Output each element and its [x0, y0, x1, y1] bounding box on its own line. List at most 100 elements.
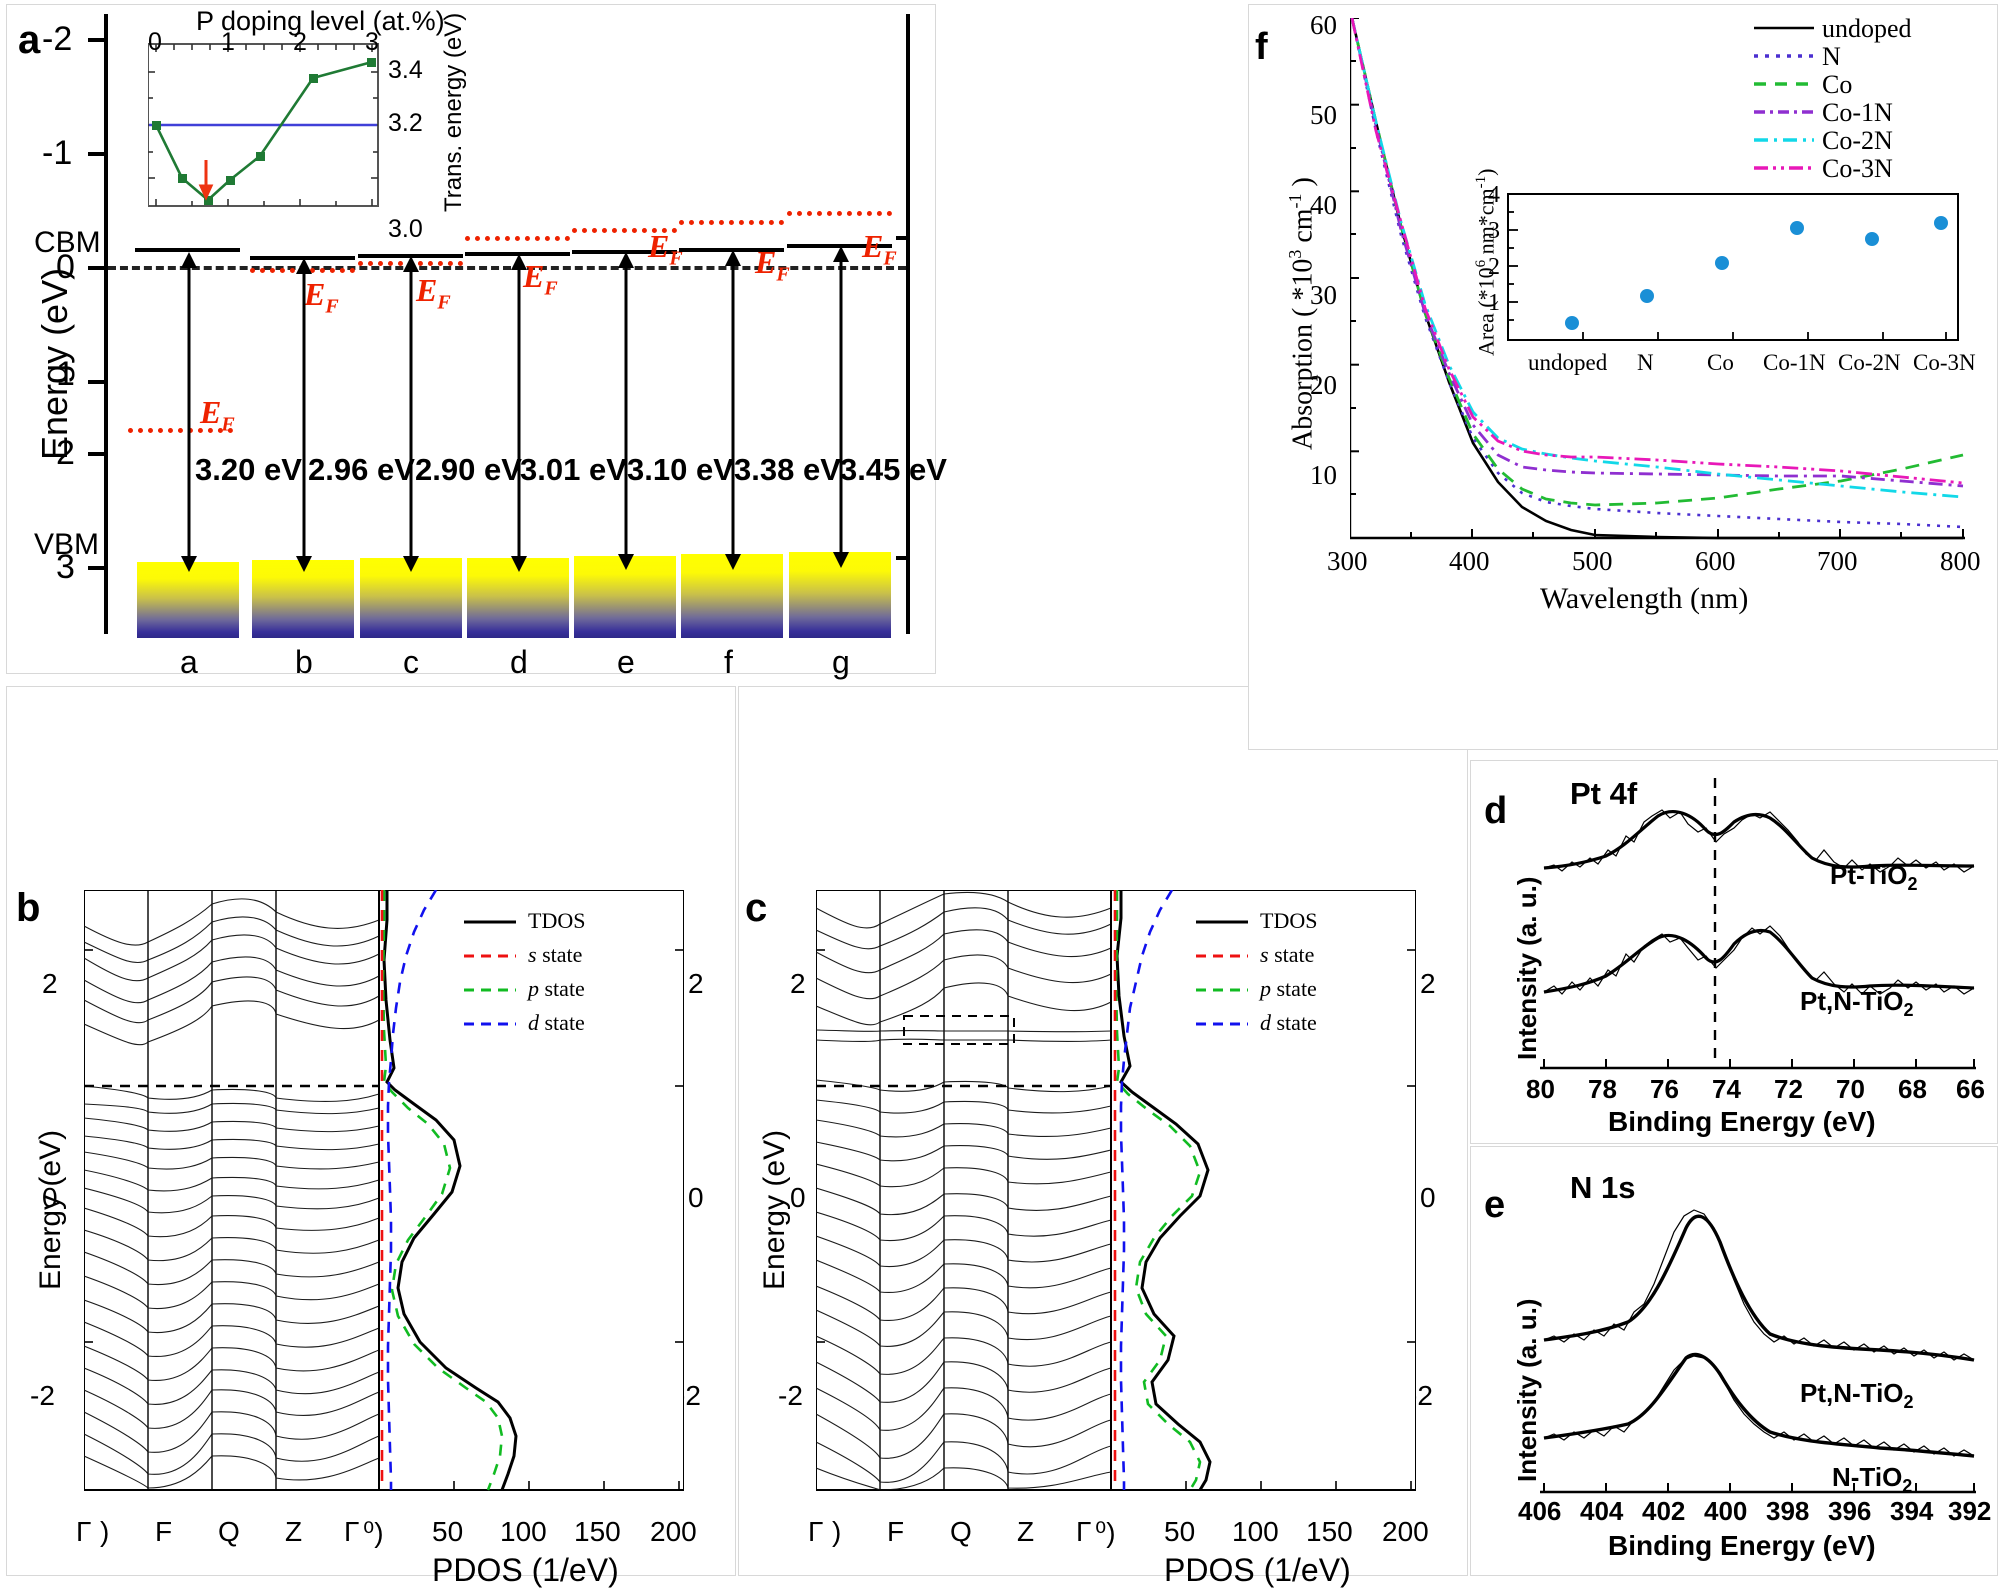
panel-a-xcat-a: a: [180, 644, 198, 680]
panel-a-ytick-label-2: 0: [56, 248, 75, 286]
panel-a-ytick-label-0: -2: [42, 20, 73, 58]
panel-a-arrow-a: [170, 252, 208, 572]
panel-a-cbm-e: [572, 250, 677, 254]
panel-e-curve-label-1-text: N-TiO: [1832, 1462, 1903, 1492]
panel-f-inset-ytick-1: 1: [1488, 290, 1500, 316]
panel-d-plot: [1540, 772, 1980, 1070]
panel-f-inset-xtick-5: Co-3N: [1913, 350, 1976, 375]
panel-a-inset-xtick-0: 0: [148, 28, 162, 56]
panel-e-curve-label-0-text: Pt,N-TiO: [1800, 1378, 1904, 1408]
panel-d-xtick-4: 72: [1774, 1074, 1803, 1104]
panel-e-letter: e: [1484, 1184, 1506, 1226]
panel-b-ytick-r0: 2: [688, 968, 704, 999]
panel-a-ef-label-e: EF: [648, 228, 683, 270]
panel-a-inset-ylabel: Trans. energy (eV): [440, 12, 467, 212]
panel-f-inset-ylabel: Area (*106 nm*cm-1): [1473, 168, 1499, 356]
panel-a-letter: a: [18, 18, 41, 62]
panel-d-curve-label-0-text: Pt-TiO: [1830, 860, 1908, 890]
panel-f-xlabel: Wavelength (nm): [1540, 582, 1749, 615]
panel-c-ytick-1: 0: [790, 1182, 806, 1213]
panel-c-klabel-3: Q: [950, 1516, 972, 1547]
panel-a-inset-ytick-0: 3.4: [388, 56, 423, 84]
panel-f-legend-label-4: Co-2N: [1822, 126, 1893, 155]
panel-e-xtick-5: 396: [1828, 1496, 1872, 1526]
panel-a-right-axis: [906, 14, 910, 634]
panel-f-legend-label-2: Co: [1822, 70, 1853, 99]
panel-b-legend-label-0: TDOS: [528, 908, 586, 933]
panel-f-legend: [1752, 18, 1832, 188]
panel-f-inset-xtick-3: Co-1N: [1763, 350, 1826, 375]
panel-a-ef-e: [572, 228, 677, 233]
panel-e-title: N 1s: [1570, 1170, 1636, 1205]
panel-a-ef-label-f: EF: [755, 244, 790, 286]
panel-a-gap-label-a: 3.20 eV: [195, 452, 302, 487]
panel-b-legend-label-3: d state: [528, 1010, 585, 1035]
panel-a-ytick-label-5: 3: [56, 548, 75, 586]
panel-f-inset-ytick-2: 2: [1488, 254, 1500, 280]
panel-a-ef-g: [787, 211, 892, 216]
panel-b-legend: [460, 910, 690, 1050]
panel-a-ytick-5: [88, 566, 106, 570]
panel-b-klabel-4: Z: [285, 1516, 303, 1547]
panel-c-legend-label-1: s state: [1260, 942, 1315, 967]
panel-f-ytick-50: 50: [1310, 100, 1337, 130]
panel-e-ylabel: Intensity (a. u.): [1512, 1298, 1542, 1482]
panel-b-klabel-1: ): [100, 1516, 110, 1547]
panel-c-klabel-6: ⁰): [1095, 1517, 1116, 1548]
panel-a-gap-label-g: 3.45 eV: [840, 452, 947, 487]
panel-e-xtick-6: 394: [1890, 1496, 1934, 1526]
panel-b-legend-label-1: s state: [528, 942, 583, 967]
panel-f-xtick-3: 600: [1695, 546, 1736, 576]
panel-a-vb-g: [789, 552, 891, 638]
panel-c-ytick-r0: 2: [1420, 968, 1436, 999]
panel-f-letter: f: [1255, 26, 1268, 68]
panel-c-letter: c: [745, 886, 768, 930]
panel-e-curve-label-1-sub: 2: [1902, 1476, 1913, 1497]
panel-a-arrow-e: [607, 252, 645, 570]
panel-d-xtick-2: 76: [1650, 1074, 1679, 1104]
panel-a-inset-xtick-2: 2: [293, 28, 307, 56]
panel-e-xtick-0: 406: [1518, 1496, 1562, 1526]
panel-c-dostick-3: 200: [1382, 1516, 1429, 1547]
panel-a-cbm-g: [787, 244, 892, 248]
panel-f-inset-xtick-1: N: [1637, 350, 1654, 375]
panel-a-inset-ytick-2: 3.0: [388, 215, 423, 243]
panel-d-ylabel: Intensity (a. u.): [1512, 876, 1542, 1060]
panel-b-ytick-r1: 0: [688, 1182, 704, 1213]
panel-a-inset: [148, 10, 408, 215]
panel-f-inset-xtick-4: Co-2N: [1838, 350, 1901, 375]
panel-a-yaxis: [104, 14, 108, 634]
panel-e-container: [1470, 1146, 1998, 1576]
panel-b-plot: [84, 890, 684, 1510]
panel-a-ef-f: [679, 220, 784, 225]
panel-c-klabel-1: ): [832, 1516, 842, 1547]
panel-f-legend-label-1: N: [1822, 42, 1841, 71]
panel-b-legend-label-2: p state: [528, 976, 585, 1001]
panel-f-ytick-40: 40: [1310, 190, 1337, 220]
panel-b-dostick-2: 150: [574, 1516, 621, 1547]
panel-a-ef-label-b: EF: [304, 276, 339, 318]
panel-d-curve-label-0-sub: 2: [1907, 874, 1918, 895]
panel-d-title: Pt 4f: [1570, 776, 1638, 811]
panel-a-vb-e: [574, 556, 676, 638]
panel-a-vb-a: [137, 562, 239, 638]
panel-a-ytick-label-4: 2: [56, 434, 75, 472]
panel-a-xcat-g: g: [832, 644, 850, 680]
panel-a-ef-label-c: EF: [416, 272, 451, 314]
panel-d-curve-label-0: Pt-TiO2: [1830, 860, 1918, 895]
panel-a-xcat-d: d: [510, 644, 528, 680]
panel-e-plot: [1540, 1180, 1980, 1496]
panel-a-ytick-1: [88, 152, 106, 156]
panel-f-legend-label-3: Co-1N: [1822, 98, 1893, 127]
panel-a-ef-label-d: EF: [523, 258, 558, 300]
panel-a-arrow-b: [285, 258, 323, 572]
panel-b-ytick-1: 0: [42, 1182, 58, 1213]
panel-e-curve-label-0-sub: 2: [1903, 1392, 1914, 1413]
panel-c-plot: [816, 890, 1416, 1510]
panel-a-right-tick-0: [896, 236, 910, 240]
panel-f-xtick-1: 400: [1449, 546, 1490, 576]
panel-c-klabel-5: Γ: [1076, 1516, 1092, 1547]
panel-a-ef-d: [465, 236, 570, 241]
panel-c-legend-label-2: p state: [1260, 976, 1317, 1001]
panel-c-klabel-0: Γ: [808, 1516, 824, 1547]
